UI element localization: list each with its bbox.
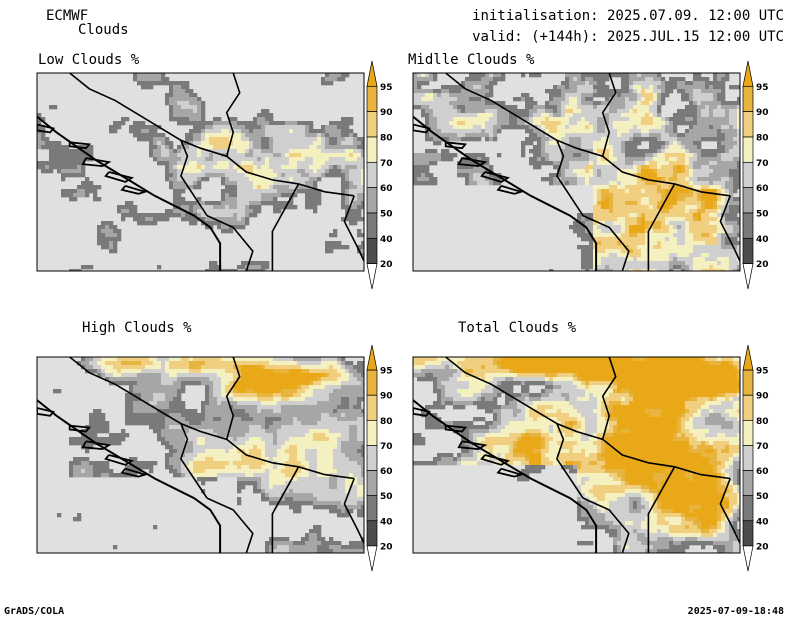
colorbar-label: 90 (756, 108, 769, 118)
colorbar-label: 40 (380, 235, 393, 245)
colorbar-label: 90 (380, 108, 393, 118)
colorbar-label: 80 (380, 417, 393, 427)
map-panel-mid: 20 40 50 60 70 80 90 95 (413, 61, 769, 289)
colorbar-segment (743, 345, 753, 370)
colorbar-segment (743, 137, 753, 162)
colorbar-label: 95 (756, 83, 769, 93)
colorbar-label: 80 (380, 134, 393, 144)
colorbar-label: 60 (380, 467, 393, 477)
colorbar-segment (367, 61, 377, 86)
colorbar-segment (743, 213, 753, 238)
map-panel-total: 20 40 50 60 70 80 90 95 (413, 345, 769, 571)
colorbar-segment (367, 264, 377, 289)
colorbar-label: 50 (756, 492, 769, 502)
colorbar-segment (367, 162, 377, 187)
colorbar-label: 60 (756, 467, 769, 477)
colorbar-segment (743, 420, 753, 445)
colorbar-segment (367, 137, 377, 162)
colorbar-segment (743, 496, 753, 521)
colorbar-segment (367, 521, 377, 546)
colorbar-label: 50 (380, 210, 393, 220)
colorbar: 20 40 50 60 70 80 90 95 (743, 61, 769, 289)
colorbar-label: 50 (380, 492, 393, 502)
colorbar-segment (743, 395, 753, 420)
colorbar-segment (367, 345, 377, 370)
colorbar-label: 70 (380, 159, 393, 169)
colorbar-label: 80 (756, 417, 769, 427)
colorbar-segment (367, 238, 377, 263)
colorbar-segment (367, 546, 377, 571)
colorbar-segment (743, 546, 753, 571)
colorbar-label: 90 (380, 392, 393, 402)
colorbar: 20 40 50 60 70 80 90 95 (743, 345, 769, 571)
colorbar-segment (367, 112, 377, 137)
colorbar: 20 40 50 60 70 80 90 95 (367, 345, 393, 571)
colorbar-label: 20 (380, 542, 393, 552)
colorbar-segment (743, 86, 753, 111)
colorbar-label: 50 (756, 210, 769, 220)
colorbar-segment (367, 370, 377, 395)
colorbar-segment (743, 370, 753, 395)
map-panel-high: 20 40 50 60 70 80 90 95 (37, 345, 393, 571)
colorbar-label: 40 (756, 235, 769, 245)
colorbar-label: 40 (756, 517, 769, 527)
colorbar-segment (743, 264, 753, 289)
colorbar-segment (367, 420, 377, 445)
colorbar-label: 20 (756, 542, 769, 552)
colorbar-segment (367, 188, 377, 213)
colorbar-label: 20 (756, 260, 769, 270)
colorbar-segment (743, 61, 753, 86)
colorbar-label: 20 (380, 260, 393, 270)
colorbar-label: 70 (756, 442, 769, 452)
colorbar-label: 60 (756, 184, 769, 194)
colorbar-segment (367, 471, 377, 496)
colorbar-label: 40 (380, 517, 393, 527)
colorbar-segment (743, 445, 753, 470)
colorbar-segment (367, 86, 377, 111)
colorbar-segment (743, 471, 753, 496)
colorbar-segment (743, 162, 753, 187)
colorbar-label: 70 (380, 442, 393, 452)
colorbar-segment (367, 445, 377, 470)
colorbar-segment (367, 213, 377, 238)
colorbar-label: 60 (380, 184, 393, 194)
colorbar-segment (743, 112, 753, 137)
colorbar-segment (367, 496, 377, 521)
colorbar-segment (743, 188, 753, 213)
colorbar-label: 70 (756, 159, 769, 169)
colorbar-segment (743, 521, 753, 546)
colorbar-label: 80 (756, 134, 769, 144)
colorbar-segment (367, 395, 377, 420)
map-panel-low: 20 40 50 60 70 80 90 95 (37, 61, 393, 289)
colorbar-label: 90 (756, 392, 769, 402)
colorbar-label: 95 (756, 367, 769, 377)
colorbar-label: 95 (380, 83, 393, 93)
colorbar: 20 40 50 60 70 80 90 95 (367, 61, 393, 289)
colorbar-segment (743, 238, 753, 263)
colorbar-label: 95 (380, 367, 393, 377)
